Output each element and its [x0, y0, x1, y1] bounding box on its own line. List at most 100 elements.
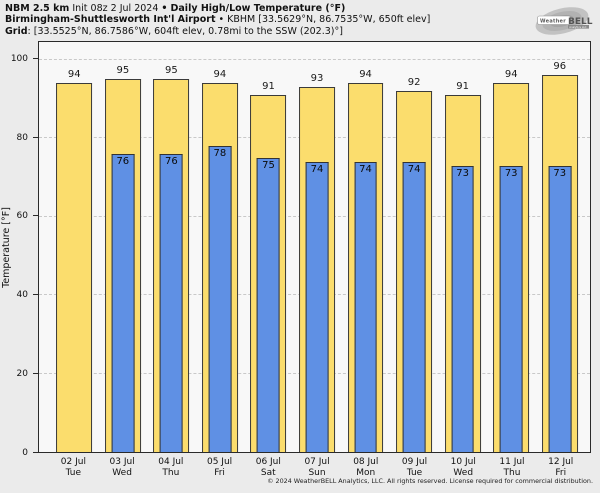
y-tick-label: 20 [16, 369, 28, 380]
station-meta: KBHM [33.5629°N, 86.7535°W, 650ft elev] [227, 14, 431, 26]
x-tick-label: 03 Jul Wed [98, 457, 147, 478]
header-block: NBM 2.5 km Init 08z 2 Jul 2024 • Daily H… [5, 3, 430, 37]
bars: 94 95 76 95 76 94 78 91 75 93 74 94 74 92 74 91 73 94 73 96… [39, 42, 590, 452]
low-value-label: 76 [116, 155, 130, 167]
low-value-label: 73 [456, 167, 469, 179]
logo-sub-band [568, 25, 589, 29]
x-tick-label: 11 Jul Thu [488, 457, 537, 478]
x-tick-date: 12 Jul [548, 457, 574, 467]
high-value-label: 95 [165, 65, 178, 77]
x-tick-label: 09 Jul Tue [390, 457, 439, 478]
x-tick-day: Fri [555, 467, 567, 478]
y-tick-label: 80 [16, 132, 28, 143]
high-value-label: 96 [553, 61, 567, 73]
y-tick-mark [33, 294, 38, 296]
low-bar: 74 [402, 161, 426, 452]
x-tick-date: 05 Jul [206, 457, 233, 467]
y-tick-label: 0 [22, 448, 28, 458]
y-tick-label: 60 [16, 211, 28, 222]
bar-column: 95 76 [99, 42, 148, 452]
init-time: Init 08z 2 Jul 2024 [72, 3, 159, 14]
low-bar: 76 [111, 153, 135, 452]
x-tick-date: 09 Jul [401, 457, 428, 467]
x-tick-date: 03 Jul [109, 457, 135, 467]
x-tick-date: 04 Jul [158, 457, 184, 467]
header-line-1: NBM 2.5 km Init 08z 2 Jul 2024 • Daily H… [5, 3, 430, 14]
low-bar: 73 [451, 165, 475, 452]
x-tick-label: 12 Jul Fri [536, 457, 585, 478]
low-value-label: 73 [553, 167, 567, 179]
bar-column: 95 76 [147, 42, 196, 452]
low-bar: 74 [305, 161, 329, 452]
x-tick-day: Fri [214, 467, 225, 478]
grid-meta: : [33.5525°N, 86.7586°W, 604ft elev, 0.7… [27, 25, 343, 37]
chart-title: Daily High/Low Temperature (°F) [170, 3, 346, 14]
high-value-label: 91 [456, 80, 470, 92]
model-name: NBM 2.5 km [5, 3, 70, 14]
grid-label: Grid [5, 25, 28, 37]
x-tick-label: 05 Jul Fri [195, 457, 244, 478]
x-tick-day: Sun [308, 467, 326, 478]
high-value-label: 95 [116, 65, 130, 77]
low-value-label: 75 [262, 159, 275, 171]
x-tick-day: Tue [65, 467, 82, 478]
x-tick-date: 08 Jul [353, 457, 379, 467]
bar-column: 94 78 [196, 42, 245, 452]
low-value-label: 74 [407, 163, 421, 175]
y-tick-mark [33, 57, 38, 59]
header-line-2: Birmingham-Shuttlesworth Int'l Airport •… [5, 14, 430, 25]
high-value-label: 92 [407, 77, 421, 89]
station-name: Birmingham-Shuttlesworth Int'l Airport [5, 14, 216, 26]
x-tick-label: 10 Jul Wed [439, 457, 488, 478]
high-value-label: 94 [359, 69, 372, 81]
low-bar: 74 [354, 161, 377, 452]
bar-column: 91 73 [438, 42, 487, 452]
high-value-label: 93 [310, 73, 324, 85]
x-tick-label: 02 Jul Tue [49, 457, 98, 478]
bar-column: 96 73 [535, 42, 584, 452]
bar-column: 94 73 [487, 42, 536, 452]
high-value-label: 94 [504, 69, 518, 81]
y-tick-mark [33, 452, 38, 453]
x-tick-date: 11 Jul [499, 457, 525, 467]
low-value-label: 76 [164, 155, 178, 167]
footer-copyright: © 2024 WeatherBELL Analytics, LLC. All r… [267, 477, 593, 485]
header-line-3: Grid: [33.5525°N, 86.7586°W, 604ft elev,… [5, 26, 430, 37]
low-bar: 73 [499, 165, 523, 452]
x-tick-day: Mon [356, 467, 376, 478]
low-bar: 76 [159, 153, 183, 452]
x-tick-date: 06 Jul [255, 457, 281, 467]
x-tick-date: 10 Jul [450, 457, 476, 467]
x-tick-day: Wed [453, 467, 474, 478]
x-tick-day: Wed [112, 467, 132, 478]
x-tick-day: Tue [406, 467, 423, 478]
x-tick-label: 04 Jul Thu [146, 457, 195, 478]
weatherbell-logo: Weather BELL Analytics LLC [535, 7, 593, 35]
y-axis-ticks: 0 20 40 60 80 100 [0, 41, 38, 458]
y-tick-label: 40 [16, 290, 28, 301]
x-axis-labels: 02 Jul Tue 03 Jul Wed 04 Jul Thu 05 Jul Fri 06 J… [38, 457, 591, 478]
x-tick-label: 07 Jul Sun [293, 457, 342, 478]
x-tick-day: Sat [260, 467, 276, 478]
low-bar: 75 [257, 157, 280, 452]
plot-area: 94 95 76 95 76 94 78 91 75 93 74 94 74 92 74 91 73 94 73 96… [38, 41, 591, 453]
y-tick-label: 100 [10, 53, 28, 64]
low-bar: 73 [548, 165, 572, 452]
x-tick-day: Thu [503, 467, 521, 478]
bar-column: 94 [50, 42, 99, 452]
title-separator: • [161, 3, 168, 14]
x-tick-label: 08 Jul Mon [341, 457, 390, 478]
bar-column: 93 74 [293, 42, 342, 452]
bar-column: 94 74 [341, 42, 390, 452]
low-value-label: 74 [359, 163, 372, 175]
logo-brand-bell: BELL [568, 17, 593, 27]
low-bar: 78 [208, 145, 232, 452]
gridline [39, 58, 590, 60]
high-value-label: 91 [262, 80, 275, 92]
logo-brand-weather: Weather [540, 18, 566, 24]
bar-column: 92 74 [390, 42, 439, 452]
x-tick-date: 07 Jul [304, 457, 330, 467]
low-value-label: 74 [310, 163, 324, 175]
high-bar [56, 83, 93, 452]
